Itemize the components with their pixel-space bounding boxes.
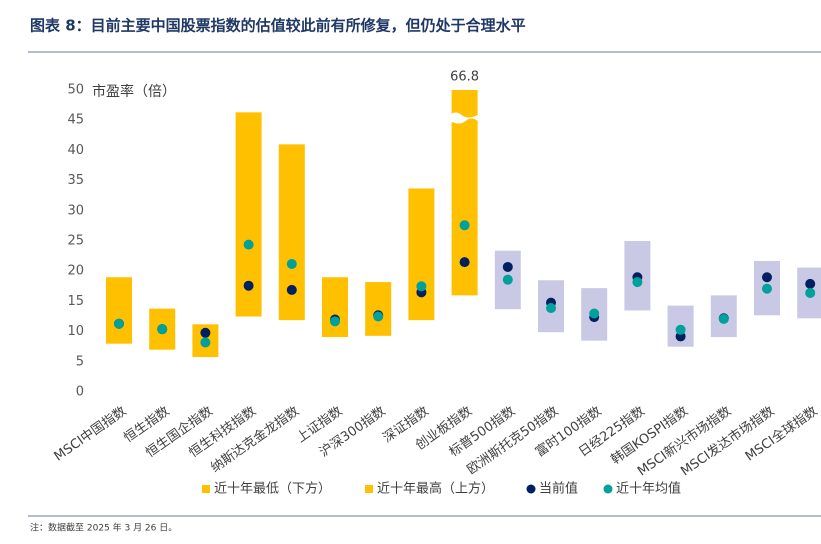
y-tick-label: 25 xyxy=(67,234,84,249)
dot xyxy=(114,318,124,329)
dot xyxy=(157,324,168,335)
dot xyxy=(632,277,643,288)
dot xyxy=(200,327,211,338)
y-tick-label: 45 xyxy=(67,113,84,128)
dot xyxy=(675,324,686,335)
y-tick-label: 40 xyxy=(67,143,84,158)
y-tick-label: 30 xyxy=(67,203,84,218)
y-tick-label: 0 xyxy=(76,385,84,400)
dot xyxy=(286,284,297,295)
dot xyxy=(502,261,513,272)
y-tick-label: 5 xyxy=(76,354,84,369)
legend-label: 近十年最低（下方） xyxy=(214,481,331,497)
legend-marker xyxy=(526,484,536,494)
range-bar xyxy=(106,277,132,344)
range-bar xyxy=(408,188,435,321)
dot xyxy=(805,278,816,289)
dot xyxy=(330,316,340,327)
y-tick-label: 20 xyxy=(67,264,84,279)
y-tick-label: 50 xyxy=(67,83,84,98)
dot xyxy=(718,313,729,324)
legend-marker xyxy=(603,484,613,494)
dot xyxy=(373,311,384,322)
range-bar xyxy=(322,277,348,338)
legend-label: 近十年均值 xyxy=(616,481,681,497)
dot xyxy=(762,283,772,294)
dot xyxy=(243,239,254,250)
dot xyxy=(762,272,772,283)
dot xyxy=(459,257,470,268)
dot xyxy=(286,258,297,269)
dot xyxy=(589,308,600,319)
footnote: 注：数据截至 2025 年 3 月 26 日。 xyxy=(30,522,177,534)
chart-title: 图表 8：目前主要中国股票指数的估值较此前有所修复，但仍处于合理水平 xyxy=(30,17,526,35)
dot xyxy=(200,337,211,348)
y-tick-label: 10 xyxy=(67,324,84,339)
x-tick-label: MSCI中国指数 xyxy=(52,404,130,465)
dot xyxy=(243,280,254,291)
axis-break xyxy=(449,112,478,124)
dot xyxy=(805,287,816,298)
legend-marker xyxy=(365,485,373,493)
x-tick-label: MSCI全球指数 xyxy=(742,403,820,465)
data-label: 66.8 xyxy=(450,70,479,85)
dot xyxy=(459,220,470,231)
legend-label: 当前值 xyxy=(539,481,578,497)
legend-marker xyxy=(202,485,210,493)
y-tick-label: 15 xyxy=(67,294,84,309)
dot xyxy=(546,303,556,314)
legend-label: 近十年最高（上方） xyxy=(377,481,494,497)
y-tick-label: 35 xyxy=(67,173,84,188)
dot xyxy=(502,274,513,285)
y-axis-label: 市盈率（倍） xyxy=(92,83,176,100)
range-bar xyxy=(365,282,392,336)
dot xyxy=(416,281,427,292)
